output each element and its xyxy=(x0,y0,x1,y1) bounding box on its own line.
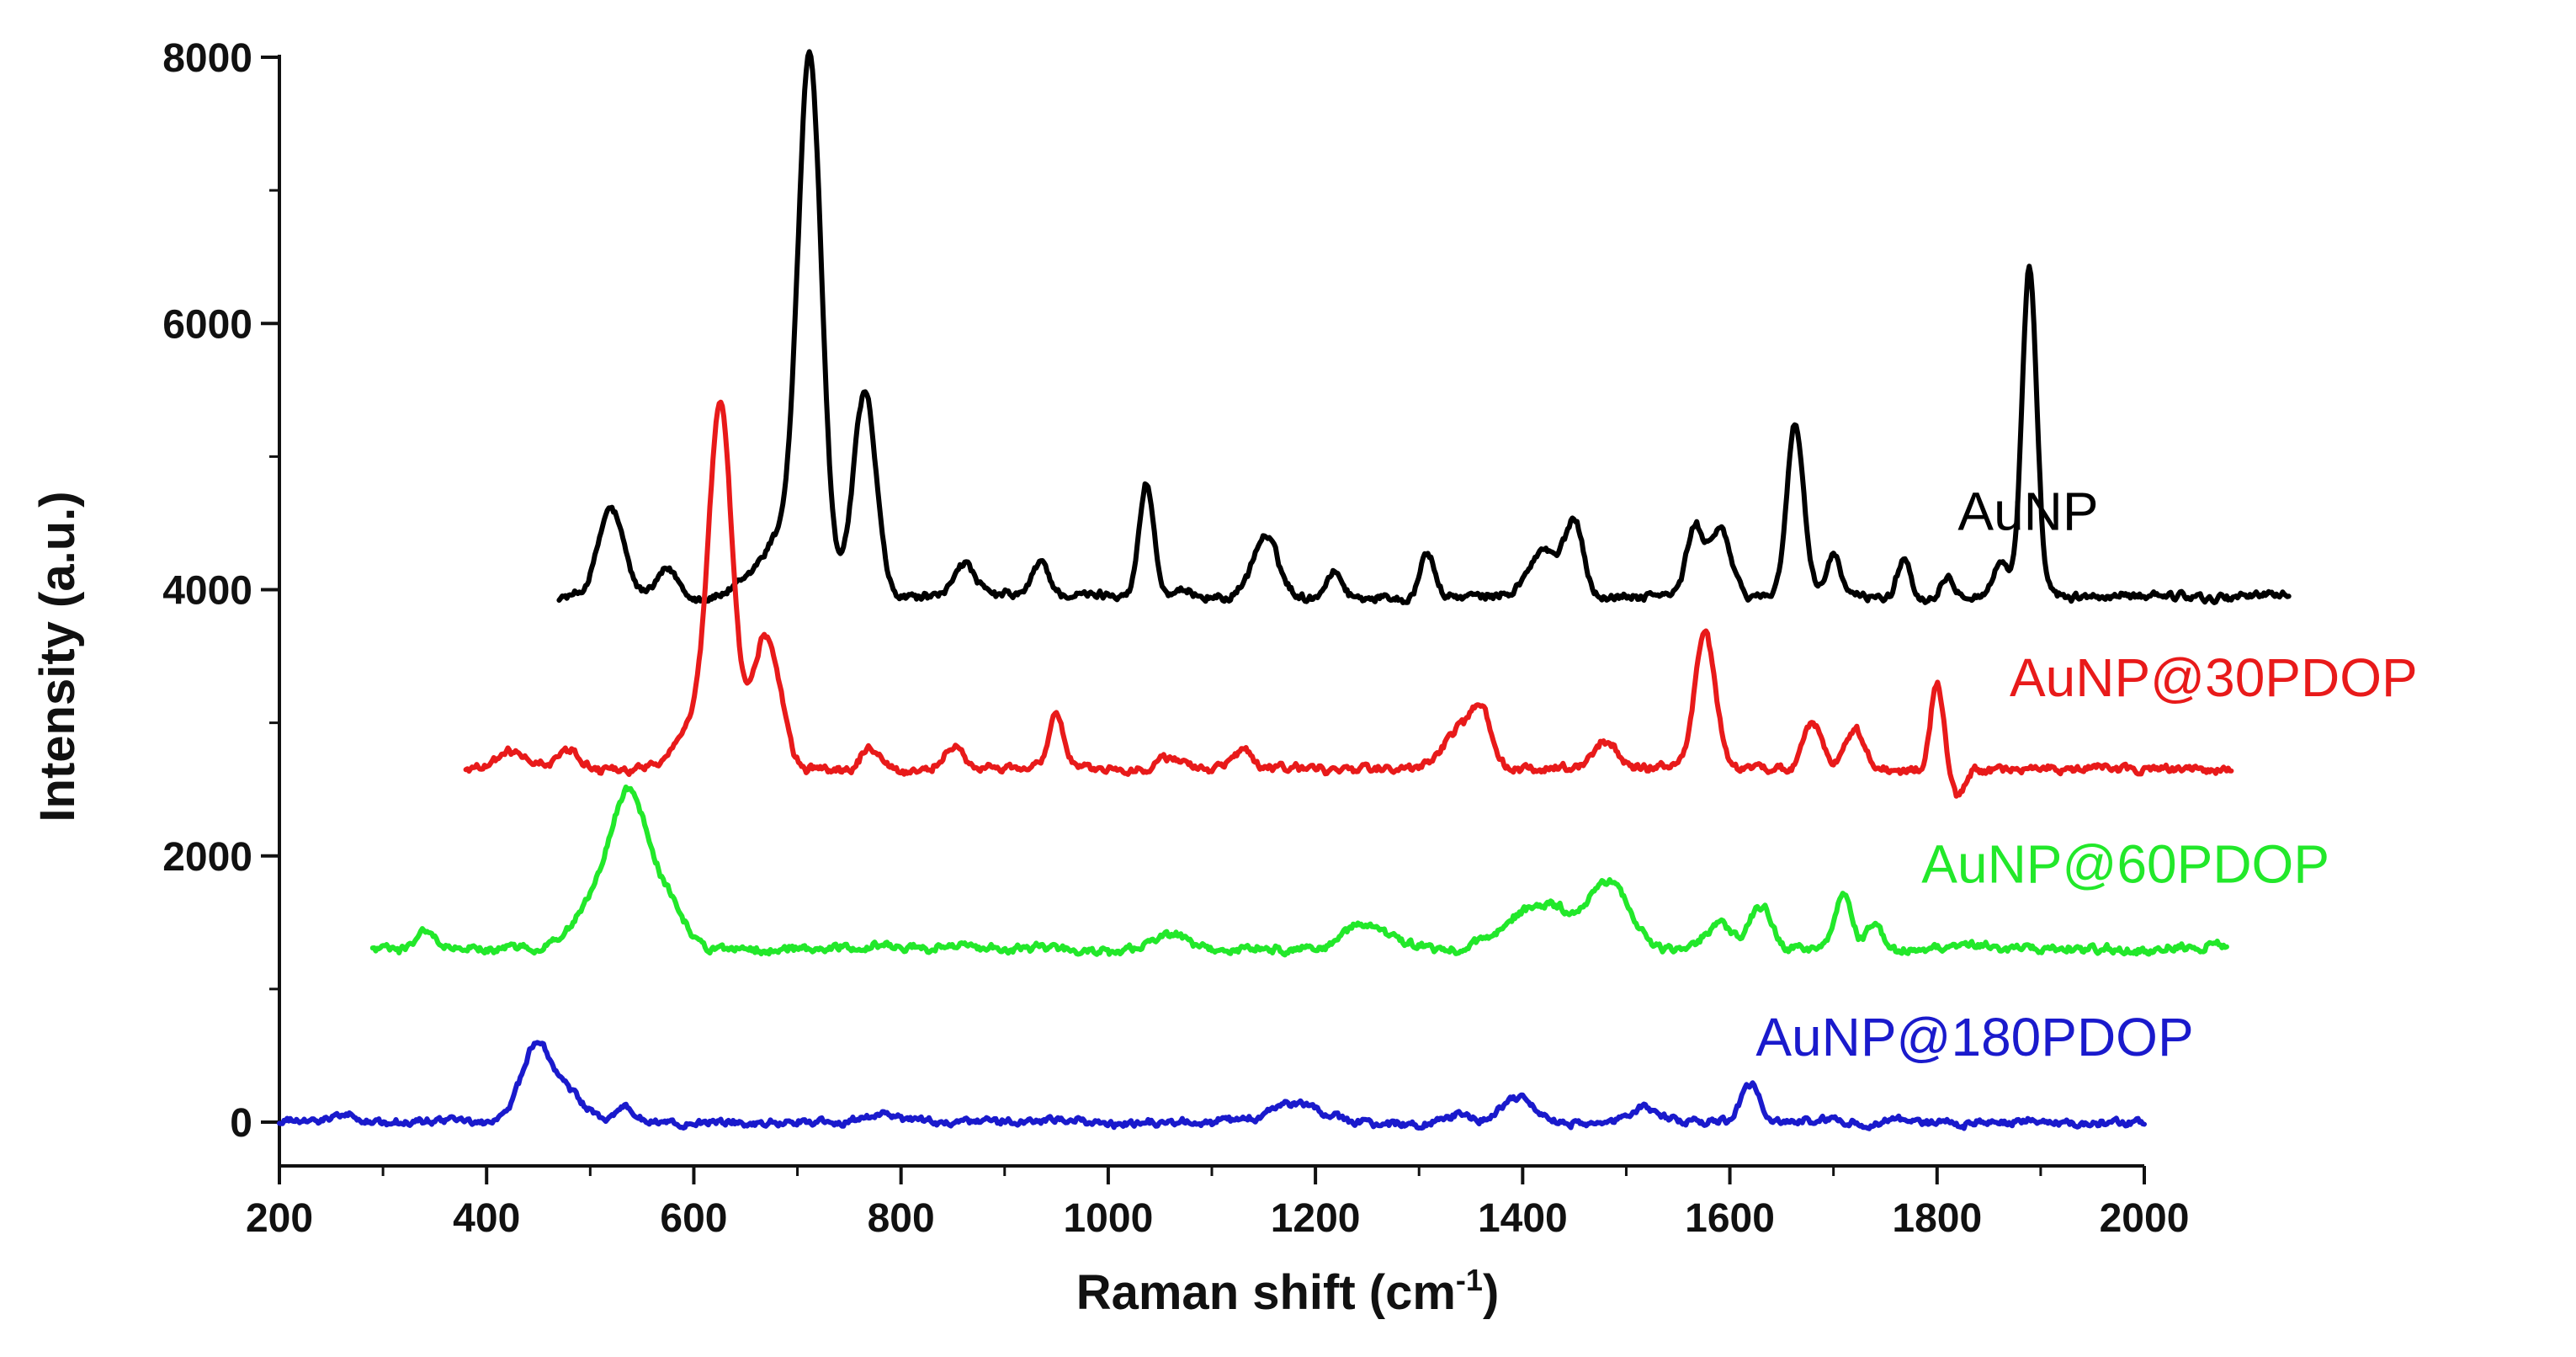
series-line-aunp xyxy=(556,49,2292,605)
series-label: AuNP@30PDOP xyxy=(2010,647,2418,708)
series-line-aunp-30pdop xyxy=(463,399,2234,799)
x-tick-label: 1400 xyxy=(1478,1196,1568,1241)
x-axis-title-superscript: -1 xyxy=(1456,1263,1483,1297)
x-tick-label: 1000 xyxy=(1063,1196,1153,1241)
x-tick-label: 200 xyxy=(246,1196,313,1241)
series-label: AuNP xyxy=(1957,481,2098,541)
y-tick-label: 0 xyxy=(230,1101,252,1146)
series-line-aunp-60pdop xyxy=(369,784,2229,958)
series-label: AuNP@60PDOP xyxy=(1921,833,2329,894)
x-tick-label: 800 xyxy=(868,1196,935,1241)
x-tick-label: 1200 xyxy=(1271,1196,1361,1241)
x-tick-label: 600 xyxy=(660,1196,727,1241)
series-line-aunp-180pdop xyxy=(277,1040,2147,1131)
x-axis-title-close: ) xyxy=(1483,1265,1499,1320)
x-axis-title-text: Raman shift (cm xyxy=(1076,1265,1456,1320)
x-tick-label: 2000 xyxy=(2100,1196,2190,1241)
x-tick-label: 400 xyxy=(453,1196,520,1241)
y-tick-label: 4000 xyxy=(162,569,252,614)
y-tick-label: 6000 xyxy=(162,302,252,347)
series-label: AuNP@180PDOP xyxy=(1755,1007,2193,1067)
y-tick-label: 8000 xyxy=(162,36,252,81)
y-tick-label: 2000 xyxy=(162,835,252,880)
y-axis-title: Intensity (a.u.) xyxy=(30,491,85,822)
series-labels: AuNP AuNP@30PDOP AuNP@60PDOP AuNP@180PDOP xyxy=(1755,481,2417,1067)
tick-labels: 200 400 600 800 1000 1200 1400 1600 1800 2000 0 200… xyxy=(162,36,2189,1241)
series-lines xyxy=(277,49,2292,1131)
chart-axes xyxy=(278,55,2144,1168)
x-tick-label: 1600 xyxy=(1685,1196,1775,1241)
x-tick-label: 1800 xyxy=(1892,1196,1982,1241)
x-axis-title: Raman shift (cm-1) xyxy=(1076,1263,1500,1320)
tick-marks xyxy=(261,56,2146,1184)
